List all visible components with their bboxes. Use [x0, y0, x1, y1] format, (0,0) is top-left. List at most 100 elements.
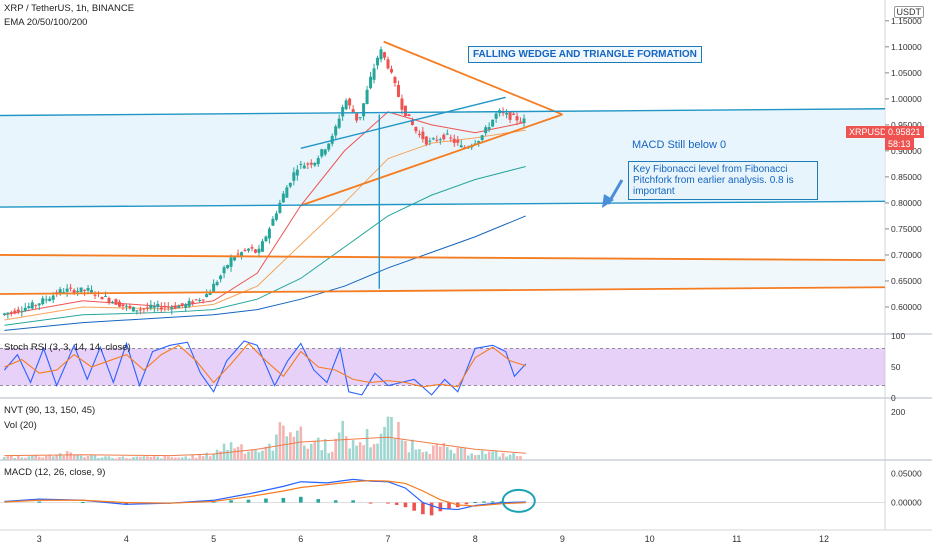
- candle-body: [159, 307, 163, 310]
- volume-bar: [306, 448, 310, 460]
- volume-bar: [337, 432, 341, 460]
- volume-bar: [313, 441, 317, 460]
- candle-body: [480, 135, 484, 140]
- volume-bar: [83, 457, 86, 460]
- candle-body: [253, 249, 257, 253]
- candle-body: [215, 282, 219, 286]
- candle-body: [104, 295, 108, 297]
- candle-body: [292, 172, 296, 181]
- volume-bar: [303, 445, 306, 460]
- candle-body: [9, 312, 13, 314]
- candle-body: [274, 213, 278, 220]
- candle-body: [114, 299, 118, 305]
- volume-bar: [90, 455, 93, 460]
- candle-body: [177, 305, 181, 309]
- stoch-tick-label: 0: [891, 393, 896, 403]
- volume-bar: [484, 454, 487, 460]
- volume-bar: [132, 457, 135, 460]
- volume-bar: [442, 442, 446, 460]
- candle-body: [508, 112, 512, 120]
- volume-bar: [386, 416, 390, 460]
- candle-body: [72, 289, 76, 294]
- macd-histogram-bar: [473, 502, 477, 504]
- volume-bar: [299, 426, 303, 460]
- volume-bar: [480, 450, 484, 460]
- volume-bar: [278, 422, 282, 460]
- arrow-head-annotation: [602, 194, 614, 208]
- volume-ma-line: [4, 436, 526, 457]
- volume-bar: [292, 436, 296, 460]
- volume-bar: [261, 450, 264, 460]
- price-tick-label: 0.60000: [891, 302, 922, 312]
- candle-body: [107, 298, 111, 303]
- macd-histogram-bar: [482, 501, 486, 503]
- candle-body: [156, 303, 160, 308]
- volume-bar: [37, 456, 41, 460]
- macd-histogram-bar: [281, 497, 286, 503]
- candle-body: [90, 290, 94, 293]
- volume-bar: [55, 455, 58, 460]
- macd-histogram-bar: [403, 502, 408, 508]
- candle-body: [62, 291, 66, 293]
- candle-body: [110, 301, 114, 303]
- volume-bar: [271, 450, 275, 460]
- candle-body: [152, 306, 156, 308]
- candle-body: [515, 116, 519, 121]
- price-tick-label: 0.90000: [891, 146, 922, 156]
- candle-body: [316, 158, 320, 165]
- volume-bar: [508, 454, 512, 460]
- macd-histogram-bar: [368, 502, 373, 504]
- price-tick-label: 0.80000: [891, 198, 922, 208]
- volume-bar: [376, 443, 379, 460]
- volume-bar: [177, 457, 181, 460]
- volume-bar: [93, 455, 97, 460]
- volume-bar: [505, 456, 508, 460]
- candle-body: [522, 118, 526, 123]
- volume-bar: [445, 446, 449, 460]
- volume-bar: [334, 438, 337, 460]
- trendline-orange-horizontal: [0, 286, 886, 295]
- volume-bar: [369, 447, 372, 460]
- volume-bar: [100, 457, 104, 460]
- currency-button[interactable]: USDT: [893, 6, 924, 18]
- candle-body: [313, 162, 317, 166]
- time-tick-label: 7: [385, 534, 390, 544]
- volume-bar: [452, 453, 456, 460]
- volume-bar: [97, 458, 100, 460]
- volume-bar: [72, 455, 76, 460]
- price-tick-label: 0.75000: [891, 224, 922, 234]
- candle-body: [327, 143, 331, 150]
- candle-body: [407, 114, 411, 117]
- candle-body: [414, 126, 418, 132]
- macd-histogram-bar: [351, 500, 355, 503]
- volume-bar: [456, 447, 460, 460]
- volume-bar: [411, 439, 414, 460]
- candle-body: [180, 303, 184, 306]
- volume-bar: [316, 437, 320, 460]
- candle-body: [212, 283, 216, 293]
- candle-body: [299, 163, 303, 165]
- candle-body: [34, 305, 38, 307]
- candle-body: [93, 294, 97, 296]
- price-tick-label: 1.15000: [891, 16, 922, 26]
- candle-body: [65, 288, 69, 292]
- candle-body: [257, 248, 261, 253]
- candle-body: [222, 267, 226, 274]
- candle-body: [16, 309, 20, 312]
- candle-body: [240, 252, 244, 256]
- candle-body: [163, 305, 167, 308]
- volume-bar: [358, 442, 362, 460]
- time-tick-label: 8: [473, 534, 478, 544]
- candle-body: [187, 300, 191, 307]
- volume-bar: [439, 446, 442, 460]
- candle-body: [6, 312, 10, 315]
- time-tick-label: 4: [124, 534, 129, 544]
- candle-body: [271, 218, 275, 226]
- candle-body: [100, 296, 104, 300]
- fibonacci-note-annotation: Key Fibonacci level from Fibonacci Pitch…: [628, 161, 818, 200]
- candle-body: [389, 68, 393, 73]
- volume-bar: [184, 456, 188, 460]
- nvt-label: NVT (90, 13, 150, 45): [4, 405, 96, 416]
- candle-body: [295, 169, 299, 176]
